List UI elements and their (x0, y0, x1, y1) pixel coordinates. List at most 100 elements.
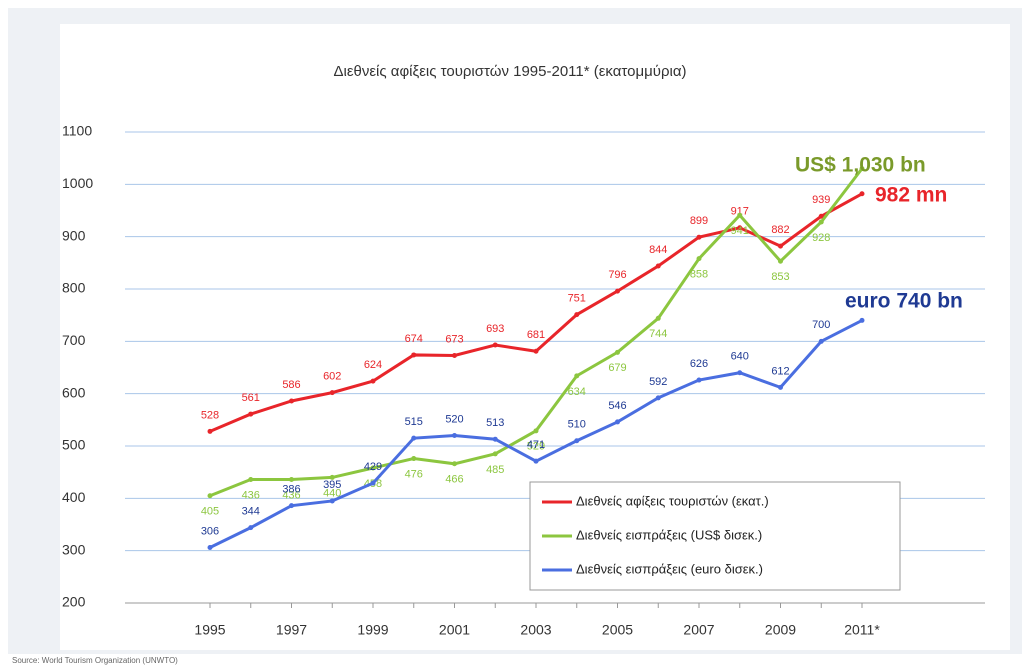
point (289, 503, 294, 509)
point (696, 377, 702, 383)
point (329, 390, 335, 396)
point (492, 436, 498, 442)
data-label: 674 (405, 333, 423, 345)
data-label: 796 (608, 269, 626, 281)
source: Source: World Tourism Organization (UNWT… (12, 656, 178, 665)
x-tick-label: 2007 (683, 622, 714, 638)
data-label: 386 (282, 484, 300, 496)
data-label: 429 (364, 461, 382, 473)
data-label: 561 (242, 392, 260, 404)
point (859, 191, 865, 197)
data-label: 436 (242, 489, 260, 501)
data-label: 436 (282, 489, 300, 501)
legend-label: Διεθνείς εισπράξεις (euro δισεκ.) (576, 561, 763, 576)
x-tick-label: 2011* (844, 622, 880, 638)
data-label: 939 (812, 194, 830, 206)
point (574, 312, 580, 318)
x-tick-label: 1997 (276, 622, 307, 638)
data-label: 858 (690, 269, 708, 281)
point (492, 342, 498, 348)
annotation: 982 mn (875, 184, 947, 207)
point (452, 461, 457, 467)
annotation: US$ 1,030 bn (795, 154, 926, 177)
data-label: 681 (527, 329, 545, 341)
y-tick-label: 800 (62, 280, 86, 296)
data-label: 395 (323, 479, 341, 491)
x-tick-label: 2003 (520, 622, 551, 638)
data-label: 844 (649, 244, 667, 256)
data-label: 546 (608, 400, 626, 412)
data-label: 744 (649, 328, 667, 340)
data-label: 440 (323, 487, 341, 499)
data-label: 405 (201, 506, 219, 518)
point (370, 480, 376, 486)
data-label: 700 (812, 319, 830, 331)
point (696, 256, 702, 262)
data-label: 471 (527, 439, 545, 451)
point (411, 352, 417, 358)
point (737, 225, 743, 231)
point (248, 525, 254, 531)
legend-label: Διεθνείς αφίξεις τουριστών (εκατ.) (576, 493, 769, 508)
point (615, 349, 620, 355)
x-tick-label: 2001 (439, 622, 470, 638)
data-label: 882 (771, 224, 789, 236)
point (207, 493, 213, 499)
point (248, 476, 254, 482)
data-label: 520 (445, 413, 463, 425)
data-label: 928 (812, 232, 830, 244)
data-label: 344 (242, 506, 260, 518)
point (207, 428, 213, 434)
data-label: 592 (649, 376, 667, 388)
data-label: 624 (364, 359, 382, 371)
data-label: 466 (445, 474, 463, 486)
point (492, 451, 498, 457)
point (859, 166, 865, 172)
point (248, 411, 254, 417)
point (615, 419, 620, 425)
data-label: 528 (201, 409, 219, 421)
data-label: 515 (405, 416, 423, 428)
data-label: 476 (405, 468, 423, 480)
point (574, 438, 580, 444)
point (289, 476, 294, 482)
y-tick-label: 700 (62, 332, 86, 348)
data-label: 485 (486, 464, 504, 476)
point (452, 433, 457, 439)
point (818, 213, 824, 219)
point (533, 428, 539, 434)
legend-label: Διεθνείς εισπράξεις (US$ δισεκ.) (576, 527, 762, 542)
point (859, 317, 865, 323)
point (289, 398, 294, 404)
point (411, 456, 417, 462)
point (370, 465, 376, 471)
point (655, 315, 661, 321)
y-tick-label: 600 (62, 384, 86, 400)
data-label: 640 (731, 351, 749, 363)
data-label: 673 (445, 333, 463, 345)
y-tick-label: 400 (62, 489, 86, 505)
chart-title: Διεθνείς αφίξεις τουριστών 1995-2011* (ε… (333, 63, 686, 80)
data-label: 917 (731, 206, 749, 218)
data-label: 586 (282, 379, 300, 391)
data-label: 529 (527, 441, 545, 453)
annotation: euro 740 bn (845, 290, 963, 313)
point (452, 352, 457, 358)
point (329, 498, 335, 504)
data-label: 693 (486, 323, 504, 335)
data-label: 602 (323, 371, 341, 383)
data-label: 679 (608, 362, 626, 374)
point (737, 370, 743, 376)
point (818, 219, 824, 225)
data-label: 306 (201, 525, 219, 537)
point (778, 384, 783, 390)
data-label: 513 (486, 417, 504, 429)
y-tick-label: 1000 (62, 175, 93, 191)
point (207, 545, 213, 551)
data-label: 853 (771, 271, 789, 283)
data-label: 510 (568, 419, 586, 431)
point (370, 378, 376, 384)
data-label: 634 (568, 386, 586, 398)
data-label: 899 (690, 215, 708, 227)
